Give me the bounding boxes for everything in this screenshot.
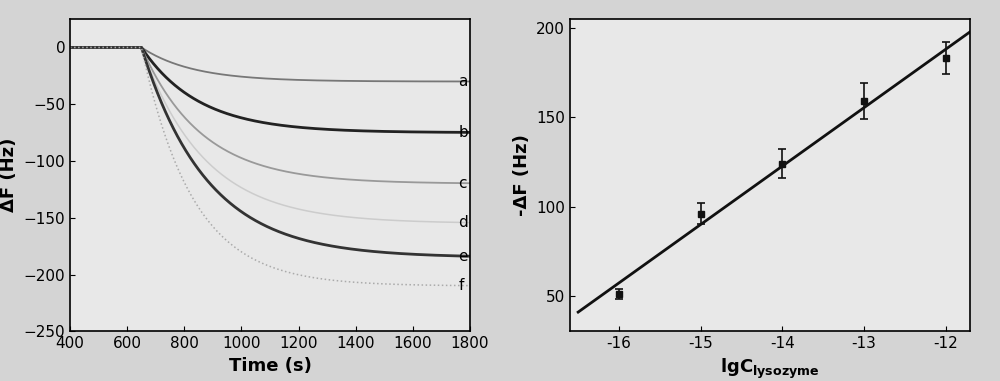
Text: d: d xyxy=(459,215,468,230)
Text: f: f xyxy=(459,278,464,293)
X-axis label: lgC$_\mathregular{lysozyme}$: lgC$_\mathregular{lysozyme}$ xyxy=(720,357,820,381)
Text: c: c xyxy=(459,176,467,191)
Text: e: e xyxy=(459,249,468,264)
Text: a: a xyxy=(459,74,468,89)
Y-axis label: ΔF (Hz): ΔF (Hz) xyxy=(0,138,18,213)
Y-axis label: -ΔF (Hz): -ΔF (Hz) xyxy=(513,134,531,216)
X-axis label: Time (s): Time (s) xyxy=(229,357,311,375)
Text: b: b xyxy=(459,125,468,140)
